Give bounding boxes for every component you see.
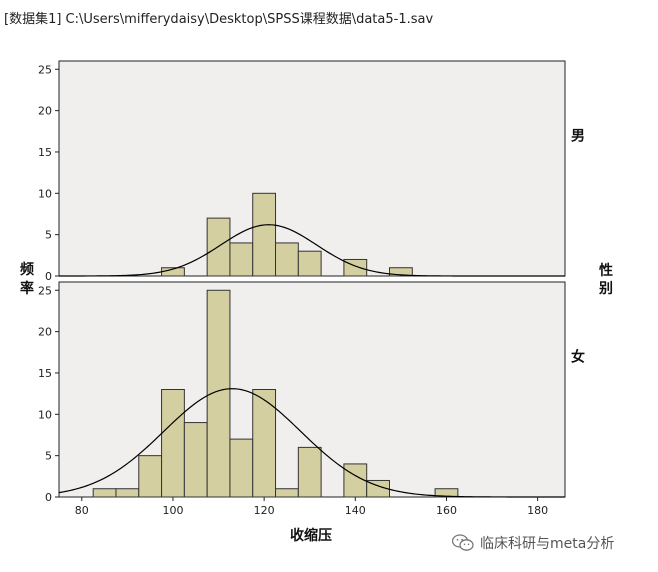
histogram-bar: [297, 446, 322, 498]
y-tick-label: 10: [38, 408, 52, 421]
histogram-bar: [275, 488, 299, 498]
histogram-bar: [92, 488, 117, 498]
y-tick-label: 5: [45, 229, 52, 242]
x-tick-label: 100: [162, 504, 183, 517]
y-tick-label: 20: [38, 326, 52, 339]
x-tick-label: 160: [436, 504, 457, 517]
y-tick-label: 20: [38, 105, 52, 118]
wechat-icon: [451, 534, 474, 552]
normal-curve: [58, 388, 565, 498]
histogram-bar: [343, 258, 368, 277]
facet-title-part-2: 别: [598, 281, 613, 297]
x-tick-label: 180: [527, 504, 548, 517]
facet-label: 女: [571, 349, 585, 366]
y-tick-label: 15: [38, 146, 52, 159]
x-tick-label: 120: [254, 504, 275, 517]
y-tick-label: 25: [38, 63, 52, 76]
y-tick-label: 10: [38, 187, 52, 200]
watermark-text: 临床科研与meta分析: [480, 536, 615, 552]
y-tick-label: 5: [45, 450, 52, 463]
histogram-bar: [275, 242, 299, 277]
histogram-bar: [206, 289, 231, 498]
y-tick-label: 0: [45, 491, 52, 504]
y-axis-title-part-2: 率: [20, 280, 34, 297]
x-axis: 80 100 120 140 160 180: [75, 497, 548, 517]
histogram-bar: [343, 463, 368, 498]
x-axis-title: 收缩压: [290, 527, 332, 544]
watermark: 临床科研与meta分析: [451, 533, 615, 553]
y-tick-label: 0: [45, 270, 52, 283]
histogram-bar: [297, 250, 322, 277]
y-tick-label: 25: [38, 284, 52, 297]
facet-label: 男: [571, 129, 585, 145]
facet-title-part-1: 性: [599, 262, 613, 279]
histogram-bar: [115, 488, 140, 498]
histogram-bar: [229, 438, 254, 498]
normal-curve: [59, 224, 565, 277]
panel-female: 0 5 10 15 20 25 女: [38, 281, 585, 504]
histogram-bar: [388, 267, 413, 277]
histogram-bar: [229, 242, 254, 277]
histogram-bar: [161, 389, 185, 498]
x-tick-label: 80: [75, 504, 89, 517]
x-tick-label: 140: [345, 504, 366, 517]
y-axis-title-part-1: 频: [20, 261, 34, 278]
y-tick-label: 15: [38, 367, 52, 380]
plot-area: [58, 60, 566, 277]
histogram-bar: [138, 455, 163, 498]
histogram-bar: [183, 422, 208, 498]
panel-male: 0 5 10 15 20 25 男: [38, 60, 585, 283]
dataset-path-label: [数据集1] C:\Users\mifferydaisy\Desktop\SPS…: [4, 12, 434, 27]
histogram-bar: [252, 192, 277, 277]
